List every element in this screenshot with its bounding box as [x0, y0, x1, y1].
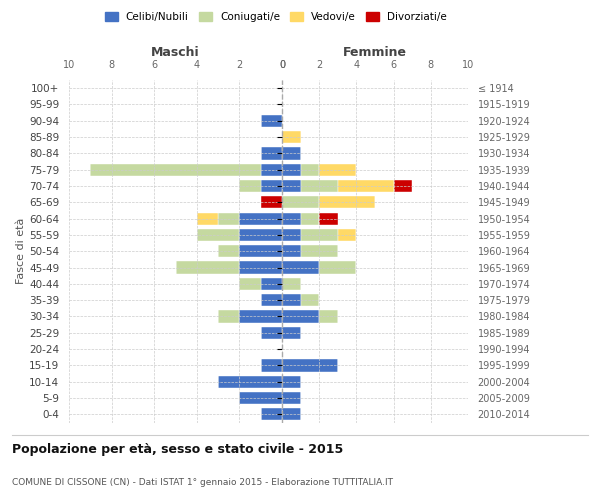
- Bar: [282, 245, 301, 258]
- Bar: [282, 408, 301, 420]
- Bar: [218, 376, 282, 388]
- Bar: [218, 245, 239, 258]
- Bar: [301, 180, 338, 192]
- Bar: [319, 212, 338, 224]
- Bar: [239, 278, 260, 290]
- Bar: [301, 294, 319, 306]
- Bar: [260, 196, 282, 208]
- Bar: [260, 164, 282, 176]
- Bar: [282, 376, 301, 388]
- Bar: [218, 310, 239, 322]
- Bar: [260, 180, 282, 192]
- Legend: Celibi/Nubili, Coniugati/e, Vedovi/e, Divorziati/e: Celibi/Nubili, Coniugati/e, Vedovi/e, Di…: [101, 8, 451, 26]
- Bar: [319, 310, 338, 322]
- Bar: [319, 164, 356, 176]
- Bar: [338, 229, 356, 241]
- Bar: [239, 262, 282, 274]
- Bar: [301, 245, 338, 258]
- X-axis label: Maschi: Maschi: [151, 46, 200, 59]
- Bar: [282, 360, 338, 372]
- Bar: [260, 294, 282, 306]
- Bar: [319, 262, 356, 274]
- Bar: [282, 131, 301, 143]
- Bar: [282, 180, 301, 192]
- Bar: [282, 262, 319, 274]
- Bar: [239, 245, 282, 258]
- Bar: [282, 392, 301, 404]
- Bar: [282, 196, 319, 208]
- Bar: [301, 164, 319, 176]
- Bar: [282, 326, 301, 339]
- Bar: [260, 148, 282, 160]
- Bar: [319, 196, 375, 208]
- Y-axis label: Fasce di età: Fasce di età: [16, 218, 26, 284]
- Bar: [176, 262, 239, 274]
- Bar: [282, 294, 301, 306]
- Text: Popolazione per età, sesso e stato civile - 2015: Popolazione per età, sesso e stato civil…: [12, 442, 343, 456]
- Bar: [282, 148, 301, 160]
- Bar: [282, 310, 319, 322]
- Bar: [282, 164, 301, 176]
- Text: COMUNE DI CISSONE (CN) - Dati ISTAT 1° gennaio 2015 - Elaborazione TUTTITALIA.IT: COMUNE DI CISSONE (CN) - Dati ISTAT 1° g…: [12, 478, 393, 487]
- Bar: [282, 278, 301, 290]
- X-axis label: Femmine: Femmine: [343, 46, 407, 59]
- Bar: [260, 360, 282, 372]
- Bar: [260, 408, 282, 420]
- Bar: [197, 212, 218, 224]
- Bar: [239, 229, 282, 241]
- Bar: [338, 180, 394, 192]
- Bar: [218, 212, 239, 224]
- Bar: [197, 229, 239, 241]
- Bar: [394, 180, 412, 192]
- Bar: [282, 212, 301, 224]
- Bar: [260, 326, 282, 339]
- Bar: [282, 229, 301, 241]
- Bar: [239, 212, 282, 224]
- Bar: [239, 180, 260, 192]
- Bar: [239, 310, 282, 322]
- Bar: [90, 164, 260, 176]
- Bar: [260, 114, 282, 127]
- Bar: [260, 278, 282, 290]
- Bar: [301, 229, 338, 241]
- Bar: [239, 392, 282, 404]
- Bar: [301, 212, 319, 224]
